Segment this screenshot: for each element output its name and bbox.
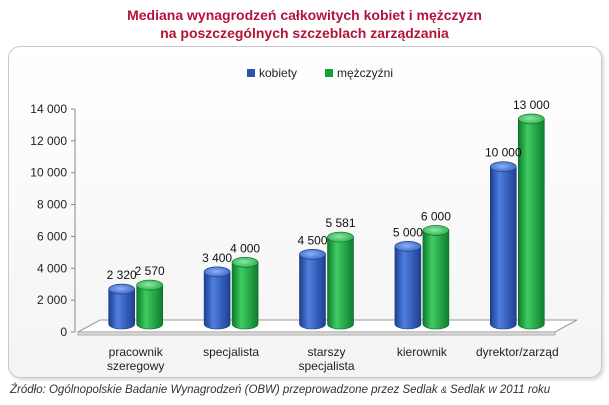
x-tick-label: kierownik: [397, 345, 448, 359]
legend-swatch: [247, 69, 255, 77]
y-tick-label: 14 000: [30, 102, 67, 116]
bar-cap-mężczyźni: [422, 225, 450, 236]
bar-cap-kobiety: [203, 266, 231, 278]
bar-mężczyźni: [518, 118, 545, 330]
legend-label: kobiety: [259, 66, 297, 80]
bar-cap-kobiety: [108, 283, 135, 295]
bar-cap-mężczyźni: [517, 113, 545, 125]
bar-cap-kobiety: [394, 241, 422, 252]
x-tick-label: specjalista: [298, 359, 354, 373]
legend-swatch: [325, 69, 333, 77]
bar-kobiety: [203, 271, 231, 330]
chart-title-line1: Mediana wynagrodzeń całkowitych kobiet i…: [127, 7, 482, 23]
bar-kobiety: [108, 288, 135, 330]
y-tick-label: 10 000: [30, 166, 67, 180]
bar-cap-kobiety: [299, 249, 326, 260]
legend-label: mężczyźni: [337, 66, 393, 80]
x-tick-label: starszy: [307, 345, 345, 359]
data-label: 2 320: [107, 268, 137, 282]
y-tick-label: 8 000: [37, 198, 67, 212]
chart-floor-edge: [77, 331, 556, 336]
x-tick-label: specjalista: [203, 345, 259, 359]
bar-kobiety: [394, 246, 422, 330]
bar-cap-mężczyźni: [136, 279, 163, 291]
x-tick-label: pracownik: [109, 345, 164, 359]
y-tick-label: 6 000: [37, 229, 67, 243]
bar-mężczyźni: [136, 284, 163, 330]
bar-cap-kobiety: [489, 161, 517, 173]
bar-cap-mężczyźni: [327, 231, 354, 243]
data-label: 3 400: [202, 251, 232, 265]
y-tick-label: 0: [60, 325, 67, 339]
chart-title: Mediana wynagrodzeń całkowitych kobiet i…: [0, 6, 609, 42]
data-label: 10 000: [485, 146, 522, 160]
data-label: 4 000: [230, 241, 260, 255]
y-tick-label: 2 000: [37, 293, 67, 307]
x-tick-label: szeregowy: [107, 359, 164, 373]
source-ampersand: &: [440, 385, 447, 395]
y-tick-label: 4 000: [37, 261, 67, 275]
data-label: 4 500: [297, 233, 327, 247]
bar-mężczyźni: [231, 261, 259, 330]
source-text-2: Sedlak w 2011 roku: [446, 384, 551, 396]
data-label: 5 581: [325, 216, 355, 230]
x-tick-label: dyrektor/zarząd: [476, 345, 559, 359]
data-label: 2 570: [135, 264, 165, 278]
bar-kobiety: [490, 166, 517, 330]
data-label: 13 000: [513, 98, 550, 112]
data-label: 6 000: [421, 209, 451, 223]
bar-kobiety: [299, 254, 326, 330]
source-text-1: Źródło: Ogólnopolskie Badanie Wynagrodze…: [10, 384, 441, 396]
source-note: Źródło: Ogólnopolskie Badanie Wynagrodze…: [10, 384, 605, 396]
bar-mężczyźni: [422, 230, 450, 330]
y-tick-label: 12 000: [30, 134, 67, 148]
data-label: 5 000: [393, 225, 423, 239]
bar-cap-mężczyźni: [231, 256, 259, 268]
bar-mężczyźni: [327, 236, 354, 330]
chart-title-line2: na poszczególnych szczeblach zarządzania: [160, 25, 449, 41]
